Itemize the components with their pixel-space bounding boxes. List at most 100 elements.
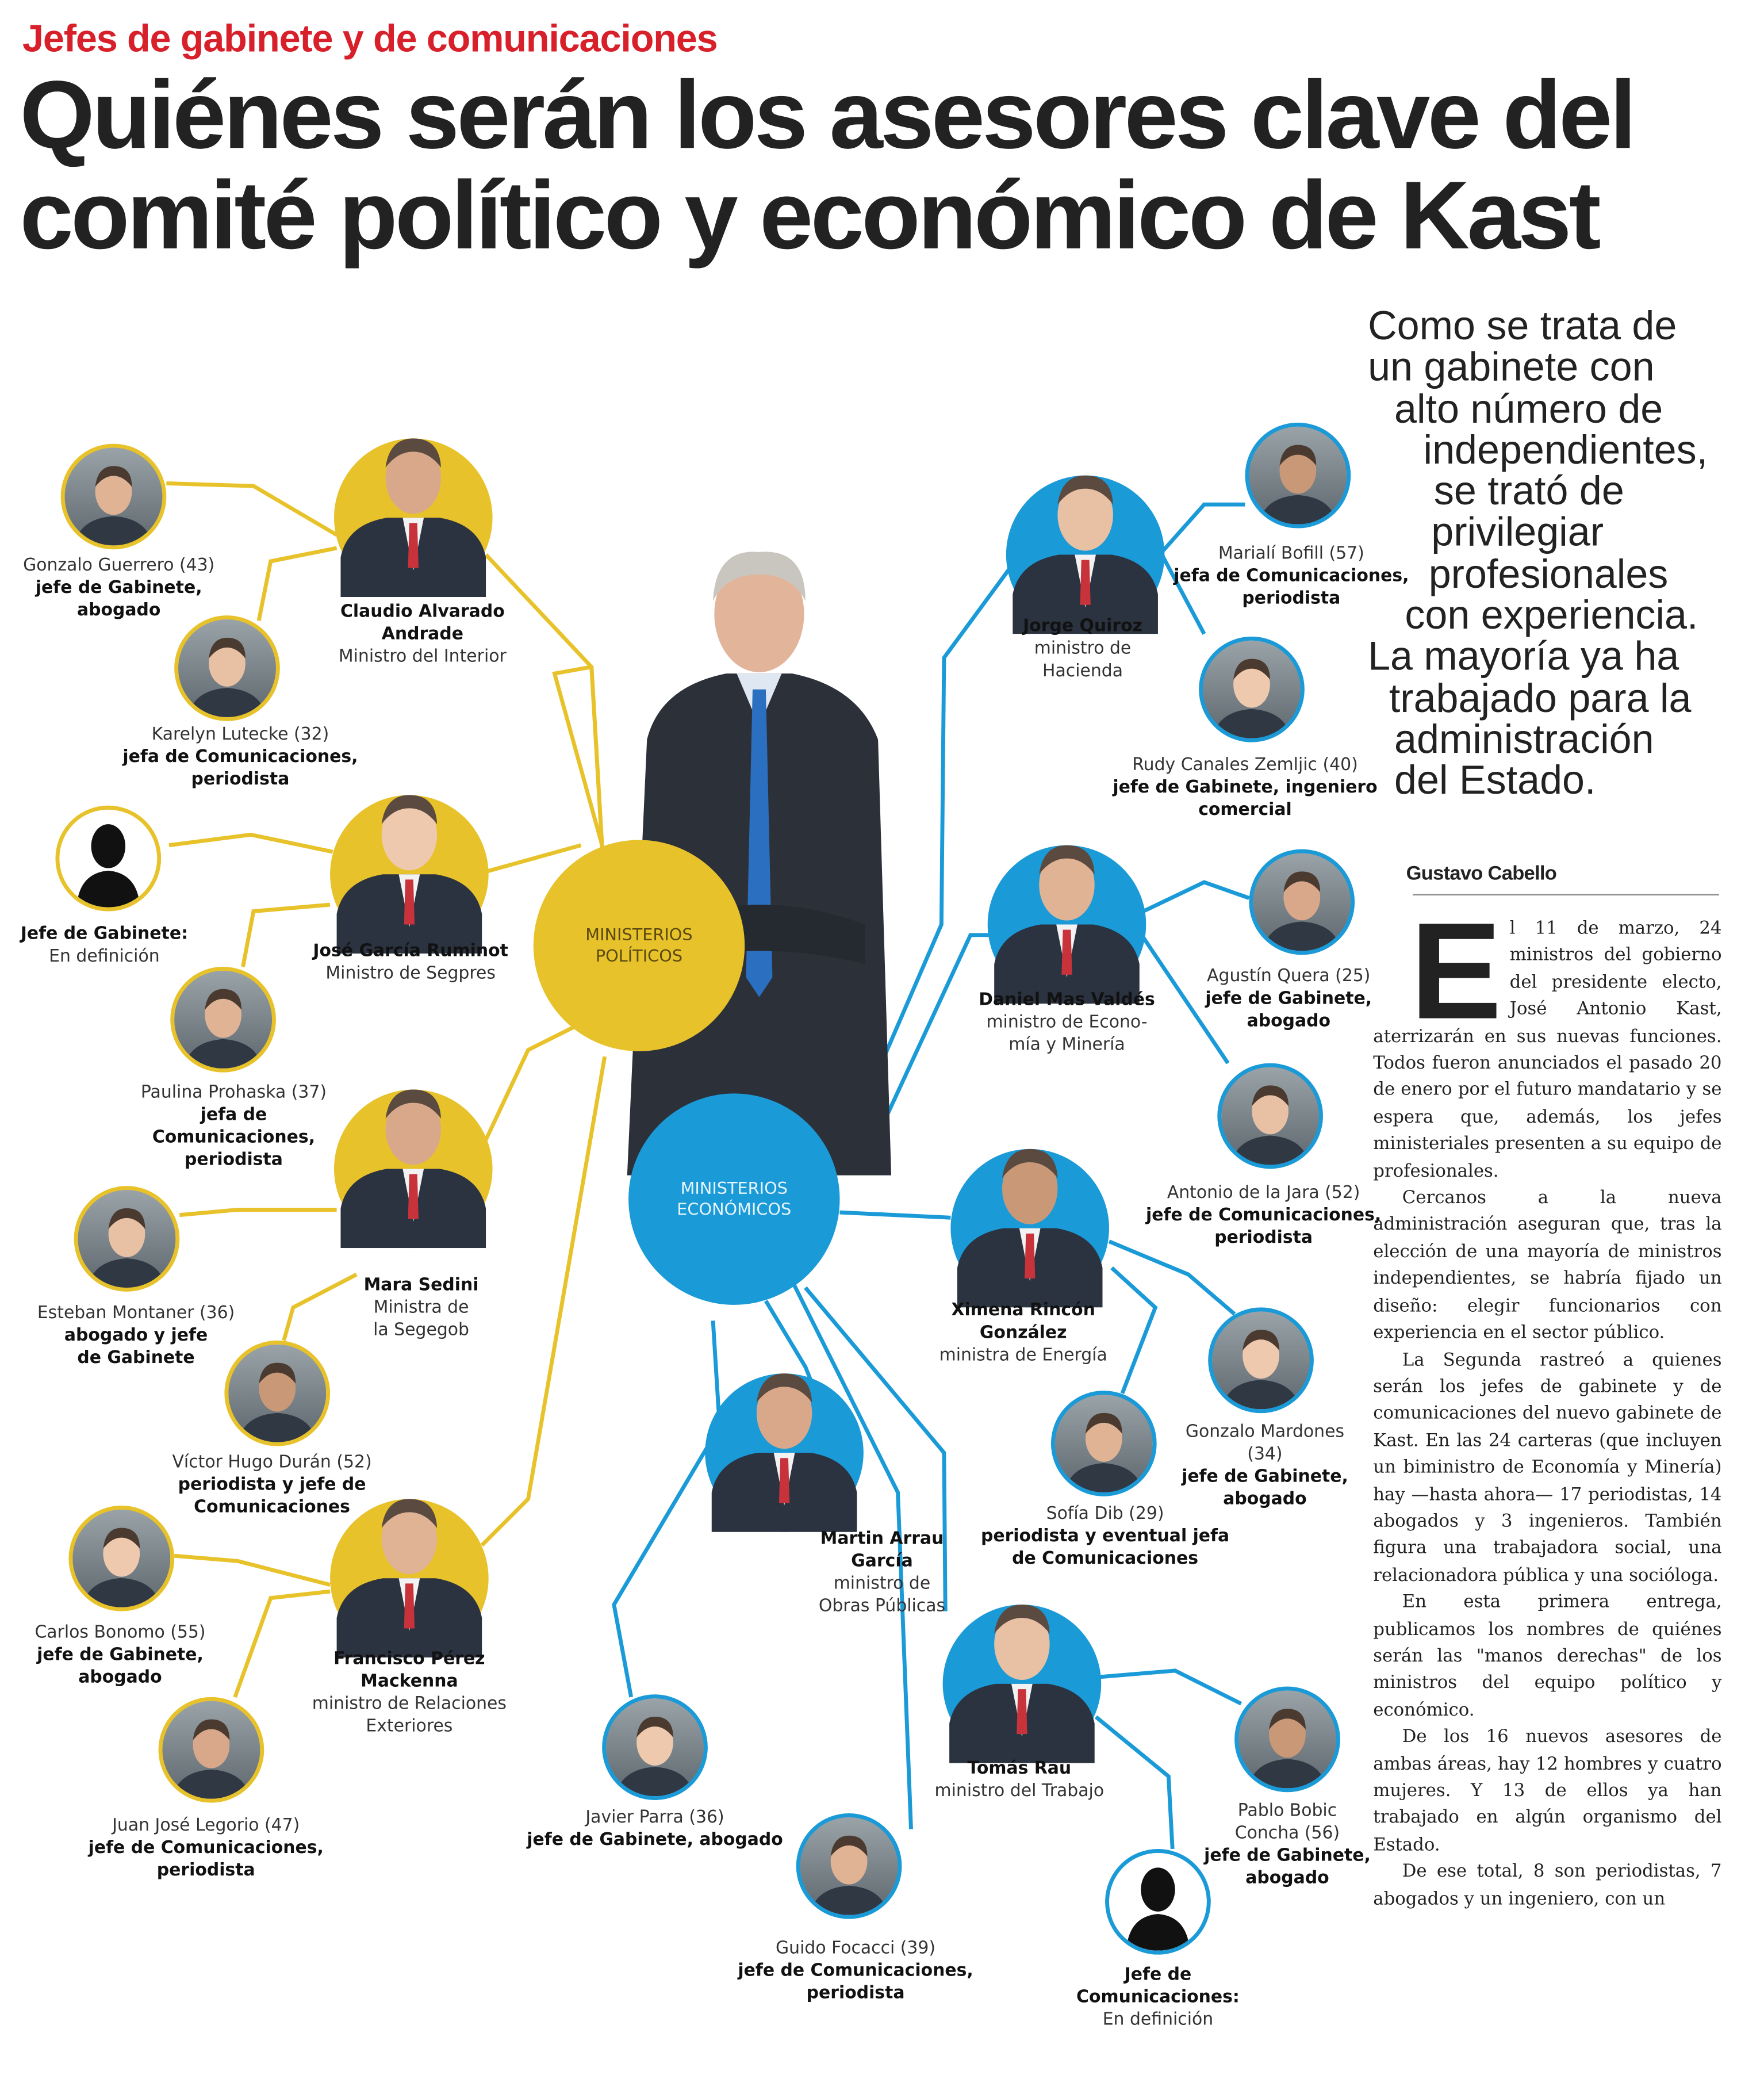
label-bold-line: jefe de Gabinete, — [37, 1645, 204, 1666]
pull-quote-line: un gabinete con — [1368, 345, 1655, 391]
connector-line — [485, 843, 582, 874]
label-bold-line: Jefe de — [1124, 1965, 1192, 1985]
label-line: (34) — [1247, 1445, 1283, 1465]
hub-ministerios-politicos: MINISTERIOS POLÍTICOS — [533, 840, 745, 1051]
label-bold-line: García — [851, 1552, 913, 1572]
label-line: Guido Focacci (39) — [776, 1939, 936, 1959]
minister-photo — [333, 438, 493, 597]
person-label: Rudy Canales Zemljic (40) jefe de Gabinet… — [1113, 754, 1377, 821]
label-bold-line: periodista — [1242, 589, 1341, 609]
pull-quote: Como se trata de un gabinete con alto núme… — [1368, 305, 1708, 802]
label-bold-line: periodista y jefe de — [178, 1475, 366, 1495]
connector-line — [790, 1280, 913, 1829]
silhouette-placeholder — [1105, 1848, 1211, 1955]
label-bold-line: Mackenna — [361, 1672, 458, 1692]
label-bold-line: José García Ruminot — [313, 941, 508, 962]
silhouette-placeholder — [55, 805, 162, 912]
pull-quote-line: trabajado para la — [1389, 676, 1692, 721]
advisor-photo — [224, 1340, 331, 1446]
person-label: Guido Focacci (39) jefe de Comunicaciones… — [738, 1938, 973, 2005]
connector-line — [1141, 936, 1230, 1065]
label-line: Ministro del Interior — [338, 647, 507, 667]
label-bold-line: jefe de Gabinete, abogado — [527, 1830, 783, 1851]
advisor-photo — [174, 615, 280, 721]
person-label: Agustín Quera (25) jefe de Gabinete, aboga… — [1205, 966, 1372, 1033]
label-line: Karelyn Lutecke (32) — [151, 725, 329, 745]
label-line: Agustín Quera (25) — [1207, 966, 1371, 987]
headline-line: comité político y económico de Kast — [20, 162, 1601, 270]
label-line: Hacienda — [1042, 661, 1123, 682]
person-label: Juan José Legorio (47) jefe de Comunicaci… — [89, 1814, 324, 1882]
label-bold-line: jefe de Gabinete, ingeniero — [1113, 778, 1378, 798]
connector-line — [1160, 502, 1245, 554]
label-bold-line: abogado — [1247, 1012, 1330, 1032]
person-label: Daniel Mas Valdés ministro de Econo-mía y… — [979, 989, 1155, 1056]
advisor-photo — [1245, 422, 1351, 529]
label-bold-line: jefe de Gabinete, — [1205, 989, 1372, 1009]
person-label: Jefe de Gabinete: En definición — [21, 923, 188, 968]
person-label: Mara Sedini Ministra de la Segegob — [364, 1274, 479, 1342]
person-label: Ximena Rincón González ministra de Energía — [939, 1300, 1107, 1367]
label-bold-line: jefe de Gabinete, — [35, 578, 202, 599]
advisor-photo — [1249, 849, 1355, 955]
advisor-photo — [602, 1694, 708, 1800]
label-line: Paulina Prohaska (37) — [140, 1083, 327, 1103]
label-bold-line: periodista — [156, 1860, 255, 1881]
label-bold-line: Comunicaciones — [194, 1498, 350, 1518]
connector-line — [480, 1056, 607, 1547]
connector-line — [174, 1553, 331, 1587]
label-bold-line: abogado — [1223, 1490, 1307, 1510]
connector-line — [612, 1320, 722, 1698]
person-label: Carlos Bonomo (55) jefe de Gabinete, aboga… — [34, 1622, 205, 1689]
label-bold-line: jefa de — [200, 1105, 267, 1125]
label-bold-line: periodista — [191, 769, 290, 790]
connector-line — [1160, 553, 1206, 635]
minister-photo — [950, 1148, 1109, 1308]
label-bold-line: Andrade — [381, 625, 463, 645]
label-line: la Segegob — [373, 1320, 469, 1341]
label-bold-line: periodista — [184, 1150, 283, 1170]
connector-line — [168, 832, 333, 854]
connector-line — [869, 933, 991, 1150]
label-line: Ministra de — [373, 1298, 469, 1318]
label-line: Concha (56) — [1234, 1824, 1340, 1844]
pull-quote-line: privilegiar — [1431, 510, 1604, 556]
headline-line: Quiénes serán los asesores clave del — [20, 62, 1636, 169]
label-line: ministro del Trabajo — [934, 1781, 1105, 1802]
label-line: Javier Parra (36) — [585, 1808, 724, 1828]
pull-quote-line: con experiencia. — [1405, 593, 1698, 638]
label-line: Víctor Hugo Durán (52) — [172, 1453, 372, 1473]
label-line: Pablo Bobic — [1237, 1801, 1337, 1821]
connector-line — [839, 1210, 951, 1220]
connector-line — [1110, 1266, 1158, 1394]
advisor-photo — [796, 1813, 902, 1919]
kicker: Jefes de gabinete y de comunicaciones — [22, 18, 718, 61]
label-bold-line: abogado y jefe — [64, 1326, 208, 1346]
paragraph: La Segunda rastreó a quienes serán los j… — [1373, 1350, 1722, 1586]
paragraph: De los 16 nuevos asesores de ambas áreas… — [1373, 1728, 1722, 1856]
person-label: Jorge Quiroz ministro de Hacienda — [1023, 615, 1142, 683]
hub-label: MINISTERIOS — [585, 924, 693, 944]
label-bold-line: comercial — [1198, 800, 1292, 821]
label-bold-line: Francisco Pérez — [333, 1649, 485, 1670]
person-label: Sofía Dib (29) periodista y eventual jefa… — [981, 1503, 1229, 1570]
connector-line — [179, 1208, 337, 1218]
drop-cap: E — [1410, 895, 1502, 1049]
label-bold-line: de Comunicaciones — [1012, 1549, 1199, 1569]
person-label: Gonzalo Mardones (34) jefe de Gabinete, abo… — [1182, 1421, 1348, 1511]
label-bold-line: periodista — [806, 1984, 905, 2004]
person-label: Paulina Prohaska (37) jefa de Comunicacion… — [141, 1082, 327, 1172]
minister-photo — [333, 1089, 493, 1249]
advisor-photo — [1199, 636, 1305, 742]
label-line: ministro de — [1034, 639, 1132, 659]
hub-ministerios-economicos: MINISTERIOS ECONÓMICOS — [628, 1093, 840, 1305]
minister-photo — [330, 795, 489, 954]
connector-line — [241, 902, 331, 967]
label-bold-line: Jefe de Gabinete: — [20, 924, 189, 944]
label-line: Marialí Bofill (57) — [1218, 544, 1364, 564]
label-line: Juan José Legorio (47) — [112, 1816, 300, 1836]
advisor-photo — [1050, 1391, 1157, 1496]
label-bold-line: Comunicaciones, — [152, 1128, 316, 1148]
label-line: Carlos Bonomo (55) — [34, 1623, 206, 1643]
